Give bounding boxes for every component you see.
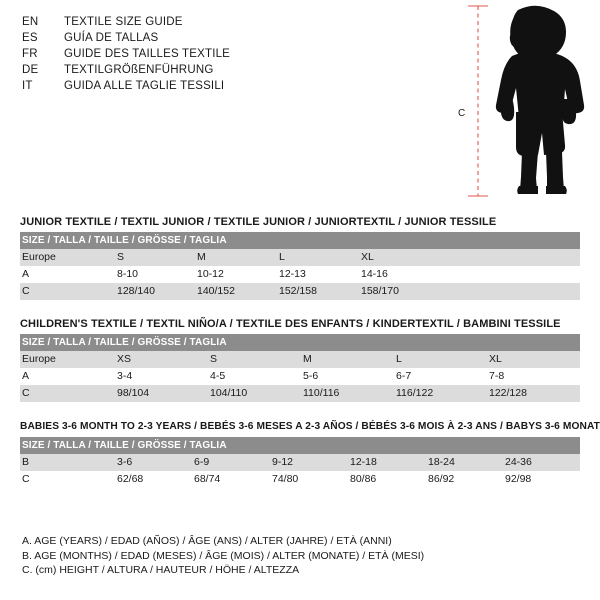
cell: 14-16: [359, 266, 441, 283]
cell: 8-10: [115, 266, 195, 283]
language-row: IT GUIDA ALLE TAGLIE TESSILI: [22, 78, 230, 94]
language-title: GUÍA DE TALLAS: [64, 32, 159, 44]
legend-notes: A. AGE (YEARS) / EDAD (AÑOS) / ÂGE (ANS)…: [22, 534, 582, 578]
cell: XL: [487, 351, 581, 368]
section-childrens-textile: CHILDREN'S TEXTILE / TEXTIL NIÑO/A / TEX…: [20, 318, 581, 402]
measure-label-c: C: [458, 108, 465, 119]
note-line: B. AGE (MONTHS) / EDAD (MESES) / ÂGE (MO…: [22, 549, 425, 562]
cell: M: [195, 249, 277, 266]
table-row: C 128/140 140/152 152/158 158/170: [20, 283, 581, 300]
cell: L: [394, 351, 487, 368]
row-label: C: [20, 283, 115, 300]
row-label: Europe: [20, 351, 115, 368]
language-row: DE TEXTILGRÖßENFÜHRUNG: [22, 62, 230, 78]
cell: 98/104: [115, 385, 208, 402]
cell-empty: [441, 266, 581, 283]
cell: 5-6: [301, 368, 394, 385]
cell: 3-4: [115, 368, 208, 385]
row-label: A: [20, 368, 115, 385]
cell: XL: [359, 249, 441, 266]
toddler-silhouette-illustration: C: [440, 0, 600, 200]
cell: 140/152: [195, 283, 277, 300]
table-header-row: SIZE / TALLA / TAILLE / GRÖSSE / TAGLIA: [20, 334, 581, 351]
cell: L: [277, 249, 359, 266]
language-title: TEXTILGRÖßENFÜHRUNG: [64, 64, 214, 76]
babies-size-table: SIZE / TALLA / TAILLE / GRÖSSE / TAGLIA …: [20, 437, 581, 488]
cell: 9-12: [270, 454, 348, 471]
cell: 158/170: [359, 283, 441, 300]
cell: 62/68: [115, 471, 192, 488]
cell: 12-18: [348, 454, 426, 471]
language-title: TEXTILE SIZE GUIDE: [64, 16, 183, 28]
cell: 92/98: [503, 471, 581, 488]
cell: 74/80: [270, 471, 348, 488]
cell: M: [301, 351, 394, 368]
cell: 122/128: [487, 385, 581, 402]
cell: 152/158: [277, 283, 359, 300]
cell: 6-9: [192, 454, 270, 471]
table-row: Europe XS S M L XL: [20, 351, 581, 368]
row-label: C: [20, 471, 115, 488]
section-title: JUNIOR TEXTILE / TEXTIL JUNIOR / TEXTILE…: [20, 216, 497, 228]
table-row: A 8-10 10-12 12-13 14-16: [20, 266, 581, 283]
cell: 12-13: [277, 266, 359, 283]
cell: 3-6: [115, 454, 192, 471]
size-header-label: SIZE / TALLA / TAILLE / GRÖSSE / TAGLIA: [20, 437, 581, 454]
row-label: Europe: [20, 249, 115, 266]
cell-empty: [441, 249, 581, 266]
language-code: DE: [22, 64, 39, 76]
section-title: CHILDREN'S TEXTILE / TEXTIL NIÑO/A / TEX…: [20, 318, 561, 330]
childrens-size-table: SIZE / TALLA / TAILLE / GRÖSSE / TAGLIA …: [20, 334, 581, 402]
row-label: A: [20, 266, 115, 283]
cell: S: [208, 351, 301, 368]
cell: S: [115, 249, 195, 266]
language-row: ES GUÍA DE TALLAS: [22, 30, 230, 46]
cell: 24-36: [503, 454, 581, 471]
table-row: C 98/104 104/110 110/116 116/122 122/128: [20, 385, 581, 402]
cell: 18-24: [426, 454, 503, 471]
cell-empty: [441, 283, 581, 300]
table-header-row: SIZE / TALLA / TAILLE / GRÖSSE / TAGLIA: [20, 437, 581, 454]
section-title: BABIES 3-6 MONTH TO 2-3 YEARS / BEBÉS 3-…: [20, 421, 600, 432]
note-line: A. AGE (YEARS) / EDAD (AÑOS) / ÂGE (ANS)…: [22, 535, 392, 547]
language-title: GUIDE DES TAILLES TEXTILE: [64, 48, 231, 60]
row-label: B: [20, 454, 115, 471]
cell: 4-5: [208, 368, 301, 385]
cell: 116/122: [394, 385, 487, 402]
header: EN TEXTILE SIZE GUIDE ES GUÍA DE TALLAS …: [0, 0, 600, 200]
note-line: C. (cm) HEIGHT / ALTURA / HAUTEUR / HÖHE…: [22, 564, 300, 576]
cell: XS: [115, 351, 208, 368]
section-babies-textile: BABIES 3-6 MONTH TO 2-3 YEARS / BEBÉS 3-…: [20, 420, 600, 488]
size-header-label: SIZE / TALLA / TAILLE / GRÖSSE / TAGLIA: [20, 334, 581, 351]
row-label: C: [20, 385, 115, 402]
language-title: GUIDA ALLE TAGLIE TESSILI: [64, 80, 225, 92]
language-row: FR GUIDE DES TAILLES TEXTILE: [22, 46, 230, 62]
language-code: FR: [22, 48, 38, 60]
table-header-row: SIZE / TALLA / TAILLE / GRÖSSE / TAGLIA: [20, 232, 581, 249]
cell: 104/110: [208, 385, 301, 402]
language-code: EN: [22, 16, 39, 28]
size-header-label: SIZE / TALLA / TAILLE / GRÖSSE / TAGLIA: [20, 232, 581, 249]
cell: 80/86: [348, 471, 426, 488]
cell: 128/140: [115, 283, 195, 300]
cell: 10-12: [195, 266, 277, 283]
language-row: EN TEXTILE SIZE GUIDE: [22, 14, 230, 30]
table-row: C 62/68 68/74 74/80 80/86 86/92 92/98: [20, 471, 581, 488]
cell: 68/74: [192, 471, 270, 488]
table-row: A 3-4 4-5 5-6 6-7 7-8: [20, 368, 581, 385]
section-junior-textile: JUNIOR TEXTILE / TEXTIL JUNIOR / TEXTILE…: [20, 216, 581, 300]
table-row: Europe S M L XL: [20, 249, 581, 266]
junior-size-table: SIZE / TALLA / TAILLE / GRÖSSE / TAGLIA …: [20, 232, 581, 300]
language-title-list: EN TEXTILE SIZE GUIDE ES GUÍA DE TALLAS …: [22, 14, 230, 94]
cell: 6-7: [394, 368, 487, 385]
cell: 7-8: [487, 368, 581, 385]
cell: 86/92: [426, 471, 503, 488]
language-code: IT: [22, 80, 33, 92]
cell: 110/116: [301, 385, 394, 402]
table-row: B 3-6 6-9 9-12 12-18 18-24 24-36: [20, 454, 581, 471]
language-code: ES: [22, 32, 38, 44]
